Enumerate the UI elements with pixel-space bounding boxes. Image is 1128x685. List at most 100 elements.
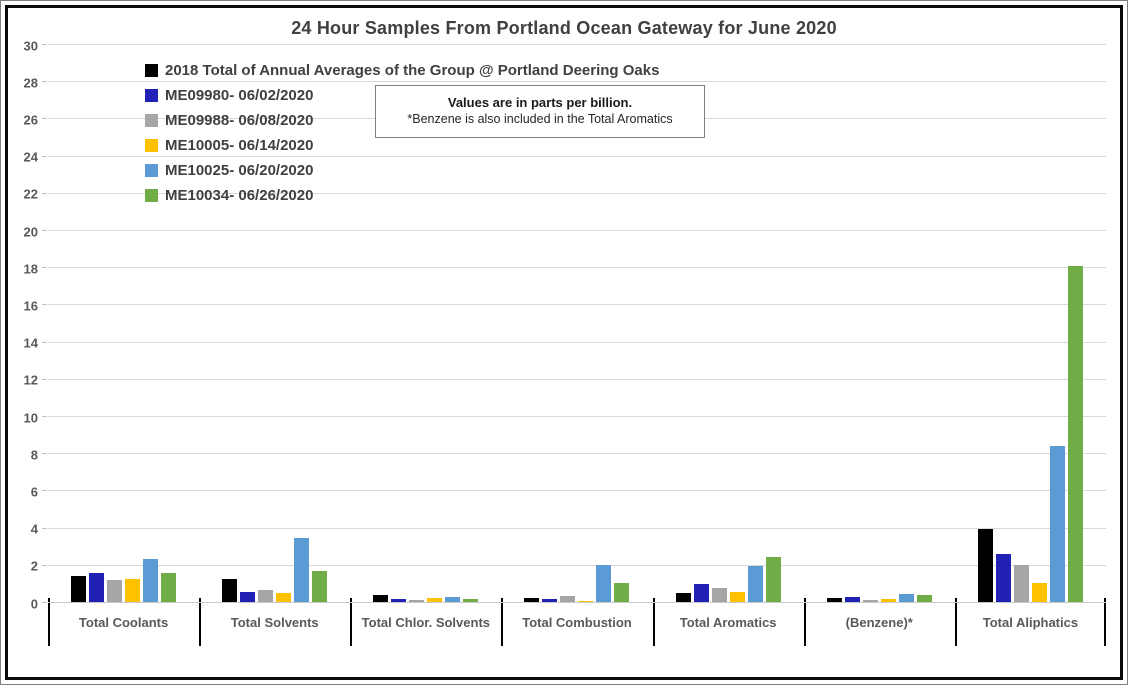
bar-series2-cat4 (542, 599, 558, 603)
y-axis-label: 22 (23, 186, 38, 202)
legend-label: 2018 Total of Annual Averages of the Gro… (165, 62, 660, 79)
gridline-y16 (48, 304, 1106, 306)
legend-swatch-icon (145, 189, 158, 202)
category-separator (350, 598, 353, 646)
bar-series6-cat7 (1067, 266, 1083, 603)
bar-series5-cat2 (294, 537, 310, 603)
gridline-y22 (48, 192, 1106, 194)
category-label: (Benzene)* (845, 615, 913, 630)
legend-label: ME10034- 06/26/2020 (165, 187, 314, 204)
gridline-y14 (48, 341, 1106, 343)
y-axis-tick (42, 378, 47, 380)
bar-series4-cat2 (276, 592, 292, 603)
bar-group-1 (48, 45, 199, 603)
chart-title: 24 Hour Samples From Portland Ocean Gate… (291, 18, 837, 38)
bar-series3-cat2 (258, 589, 274, 603)
bar-series2-cat1 (89, 573, 105, 603)
category-label: Total Coolants (78, 615, 169, 630)
bar-series1-cat2 (222, 578, 238, 603)
bar-group-6 (804, 45, 955, 603)
bar-series2-cat7 (995, 553, 1011, 603)
bar-series5-cat1 (143, 559, 159, 603)
gridline-y6 (48, 490, 1106, 492)
y-axis-tick (42, 155, 47, 157)
category-separator (1104, 598, 1106, 646)
bar-series2-cat6 (844, 597, 860, 603)
bar-series1-cat6 (826, 598, 842, 603)
y-axis-label: 18 (23, 261, 38, 277)
bar-series1-cat3 (373, 594, 389, 603)
legend-item-1: 2018 Total of Annual Averages of the Gro… (145, 58, 659, 83)
chart-canvas: 24 Hour Samples From Portland Ocean Gate… (5, 5, 1123, 680)
legend-item-3: ME09988- 06/08/2020 (145, 108, 659, 133)
y-axis-label: 12 (23, 372, 38, 388)
category-separator (48, 598, 50, 646)
bar-series6-cat6 (916, 594, 932, 603)
bar-group-2 (199, 45, 350, 603)
y-axis-tick (42, 81, 47, 83)
x-axis-line (48, 602, 1106, 603)
gridline-y2 (48, 564, 1106, 566)
bar-series5-cat5 (747, 565, 763, 603)
legend-swatch-icon (145, 64, 158, 77)
bar-group-5 (653, 45, 804, 603)
category-separator (954, 598, 957, 646)
y-axis-label: 24 (23, 149, 38, 165)
category-label: Total Combustion (522, 615, 632, 630)
gridline-y20 (48, 230, 1106, 231)
y-axis-label: 28 (23, 75, 38, 91)
bar-series2-cat2 (240, 591, 256, 603)
bar-series5-cat4 (596, 564, 612, 603)
y-axis-label: 4 (30, 521, 38, 537)
bar-series1-cat7 (977, 528, 993, 603)
legend-item-2: ME09980- 06/02/2020 (145, 83, 659, 108)
gridline-y12 (48, 378, 1106, 380)
bar-series3-cat4 (560, 595, 576, 603)
y-axis-tick (42, 267, 47, 269)
category-separator (501, 598, 504, 646)
y-axis-tick (42, 118, 47, 120)
y-axis-label: 0 (30, 596, 38, 611)
category-label: Total Aromatics (679, 615, 777, 630)
gridline-y4 (48, 527, 1106, 529)
note-line-2: *Benzene is also included in the Total A… (407, 112, 673, 126)
legend-item-5: ME10025- 06/20/2020 (145, 158, 659, 183)
y-axis-label: 26 (23, 112, 38, 128)
category-separator (803, 598, 806, 646)
bar-series3-cat5 (711, 588, 727, 603)
y-axis-tick (42, 304, 47, 306)
bar-series3-cat1 (107, 579, 123, 603)
bar-series4-cat6 (880, 599, 896, 603)
bar-series3-cat7 (1013, 564, 1029, 603)
bar-series2-cat3 (391, 599, 407, 603)
legend-label: ME09980- 06/02/2020 (165, 87, 314, 104)
y-axis-tick (42, 44, 47, 45)
bar-series4-cat5 (729, 591, 745, 603)
y-axis-tick (42, 416, 47, 417)
bar-series5-cat3 (445, 596, 461, 603)
bar-group-3 (350, 45, 501, 603)
legend-label: ME10025- 06/20/2020 (165, 162, 314, 179)
gridline-y18 (48, 267, 1106, 269)
category-separator (652, 598, 655, 646)
y-axis-label: 30 (23, 38, 38, 53)
y-axis-label: 14 (23, 335, 38, 351)
bar-series4-cat7 (1031, 582, 1047, 603)
legend-label: ME10005- 06/14/2020 (165, 137, 314, 154)
bar-series6-cat1 (161, 573, 177, 603)
bar-series6-cat5 (765, 557, 781, 603)
plot-area: 0 2 4 6 8 10 12 14 16 18 20 22 24 26 28 30 Total Coolant… (24, 38, 1106, 646)
bar-series6-cat3 (463, 599, 479, 603)
bar-series1-cat1 (71, 576, 87, 603)
y-axis-label: 16 (23, 298, 38, 314)
y-axis-label: 10 (23, 410, 38, 425)
bar-series5-cat6 (898, 593, 914, 603)
gridline-y28 (48, 81, 1106, 83)
bar-series6-cat4 (614, 582, 630, 603)
y-axis-label: 8 (30, 447, 38, 463)
y-axis-label: 2 (30, 558, 38, 574)
gridline-y8 (48, 453, 1106, 455)
legend: 2018 Total of Annual Averages of the Gro… (145, 58, 659, 208)
gridline-y10 (48, 416, 1106, 417)
